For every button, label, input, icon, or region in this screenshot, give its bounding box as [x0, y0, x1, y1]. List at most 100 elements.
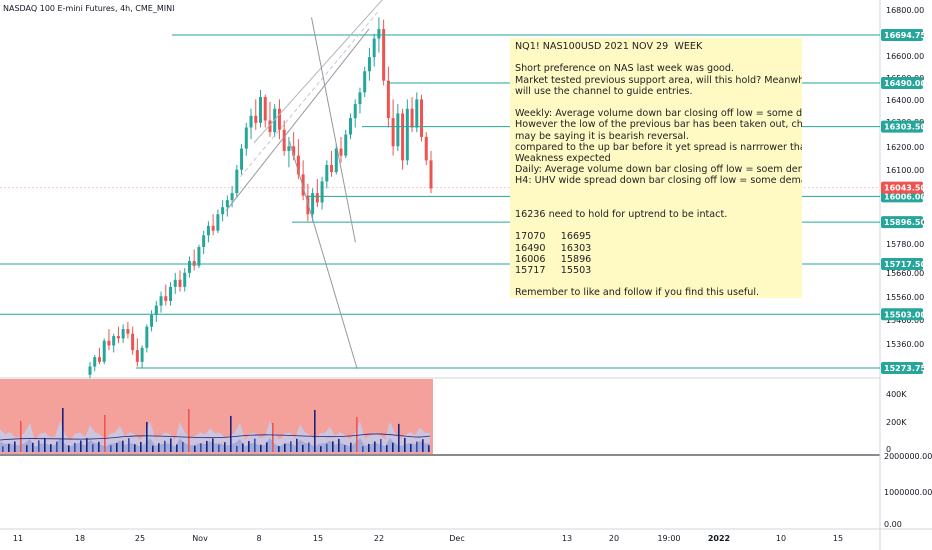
volume-tick-label: 400K: [886, 390, 907, 399]
note-line: However the low of the previous bar has …: [515, 119, 802, 131]
candle-body: [131, 333, 135, 351]
price-tick-label: 16200.00: [886, 143, 924, 152]
candle: [131, 326, 135, 355]
candle: [358, 87, 362, 114]
volume-bar: [92, 444, 94, 452]
candle-body: [263, 97, 267, 121]
volume-bar: [20, 420, 22, 452]
candle: [259, 90, 262, 128]
level-badge: 16694.75: [881, 29, 926, 41]
time-tick-label: 19:00: [657, 534, 680, 543]
volume-bar: [128, 438, 130, 452]
downtrend-line-2: [289, 141, 358, 370]
price-badge-box: [881, 76, 923, 89]
price-badges: 16694.75 16490.00 16303.50 16006.00 15896.50…: [881, 29, 926, 374]
candle: [429, 150, 433, 194]
candle: [202, 230, 206, 255]
candle-body: [173, 279, 177, 287]
level-badge: 15273.75: [881, 362, 926, 374]
note-line: [515, 52, 798, 63]
time-tick-label: 11: [13, 534, 23, 543]
note-line: H4: UHV wide spread down bar closing off…: [515, 175, 802, 187]
candle-body: [135, 350, 139, 362]
volume-bar: [122, 440, 124, 452]
candle-body: [216, 214, 220, 231]
candle-body: [112, 336, 116, 346]
note-line: Weakness expected: [515, 153, 611, 165]
candle-body: [386, 80, 390, 119]
candle: [235, 165, 239, 198]
price-badge-label: 15896.50: [884, 218, 926, 227]
candle: [150, 310, 154, 332]
candle: [178, 270, 182, 292]
candle: [225, 195, 229, 217]
candle-body: [150, 314, 154, 327]
candle: [121, 324, 125, 344]
time-tick-label: 15: [313, 534, 323, 543]
analysis-note[interactable]: NQ1! NAS100USD 2021 NOV 29 WEEK Short pr…: [510, 38, 802, 298]
candle: [325, 160, 329, 189]
lower-tick-label: 0.00: [884, 520, 902, 529]
candle-body: [244, 127, 248, 149]
candle-body: [183, 272, 187, 287]
price-badge-box: [881, 216, 923, 229]
volume-bar: [428, 445, 430, 452]
volume-bar: [218, 444, 220, 452]
price-badge-box: [881, 181, 923, 194]
volume-bar: [368, 443, 370, 452]
price-tick-label: 15660.00: [886, 269, 924, 278]
candle: [145, 324, 149, 353]
candle: [126, 322, 130, 339]
volume-bar: [206, 440, 208, 452]
note-line: [515, 220, 798, 231]
volume-bar: [44, 437, 46, 452]
candle-body: [320, 181, 324, 203]
candle: [363, 66, 367, 98]
candle: [240, 143, 244, 175]
volume-bar: [134, 444, 136, 452]
time-tick-label: 13: [562, 534, 572, 543]
candle-body: [367, 57, 371, 72]
volume-bar: [260, 444, 262, 452]
level-badge: 15717.50: [881, 258, 926, 271]
price-badge-label: 16303.50: [884, 123, 926, 132]
candle: [334, 143, 338, 175]
candle-body: [420, 99, 424, 137]
candle-body: [225, 200, 229, 208]
volume-bar: [326, 443, 328, 452]
volume-bar: [314, 409, 316, 452]
chart-title: NASDAQ 100 E-mini Futures, 4h, CME_MINI: [3, 4, 175, 13]
candle-body: [107, 340, 111, 346]
volume-pane: [0, 379, 433, 454]
volume-bar: [236, 445, 238, 452]
volume-bar: [356, 416, 358, 452]
volume-bar: [362, 446, 364, 452]
candle: [249, 108, 253, 140]
candle: [187, 256, 191, 278]
candle-body: [287, 146, 291, 151]
candle-body: [169, 286, 173, 301]
candle-body: [348, 118, 352, 135]
volume-band-inner: [0, 437, 430, 452]
time-tick-label: 10: [776, 534, 786, 543]
candle-body: [273, 108, 277, 133]
candle: [116, 326, 120, 344]
time-tick-label: Dec: [449, 534, 464, 543]
volume-bar: [32, 442, 34, 452]
candle: [277, 99, 281, 140]
volume-tick-label: 0: [886, 445, 891, 454]
candle: [93, 354, 97, 372]
candle-body: [249, 115, 253, 128]
price-badge-box: [881, 120, 923, 133]
volume-bar: [422, 439, 424, 452]
candle-body: [140, 347, 144, 362]
note-line: [515, 276, 798, 287]
volume-bar: [278, 446, 280, 452]
candle-body: [202, 235, 206, 248]
volume-bar: [290, 441, 292, 452]
volume-bar: [26, 445, 28, 452]
candle: [211, 214, 215, 236]
candle: [415, 92, 419, 133]
price-tick-label: 15560.00: [886, 293, 924, 302]
